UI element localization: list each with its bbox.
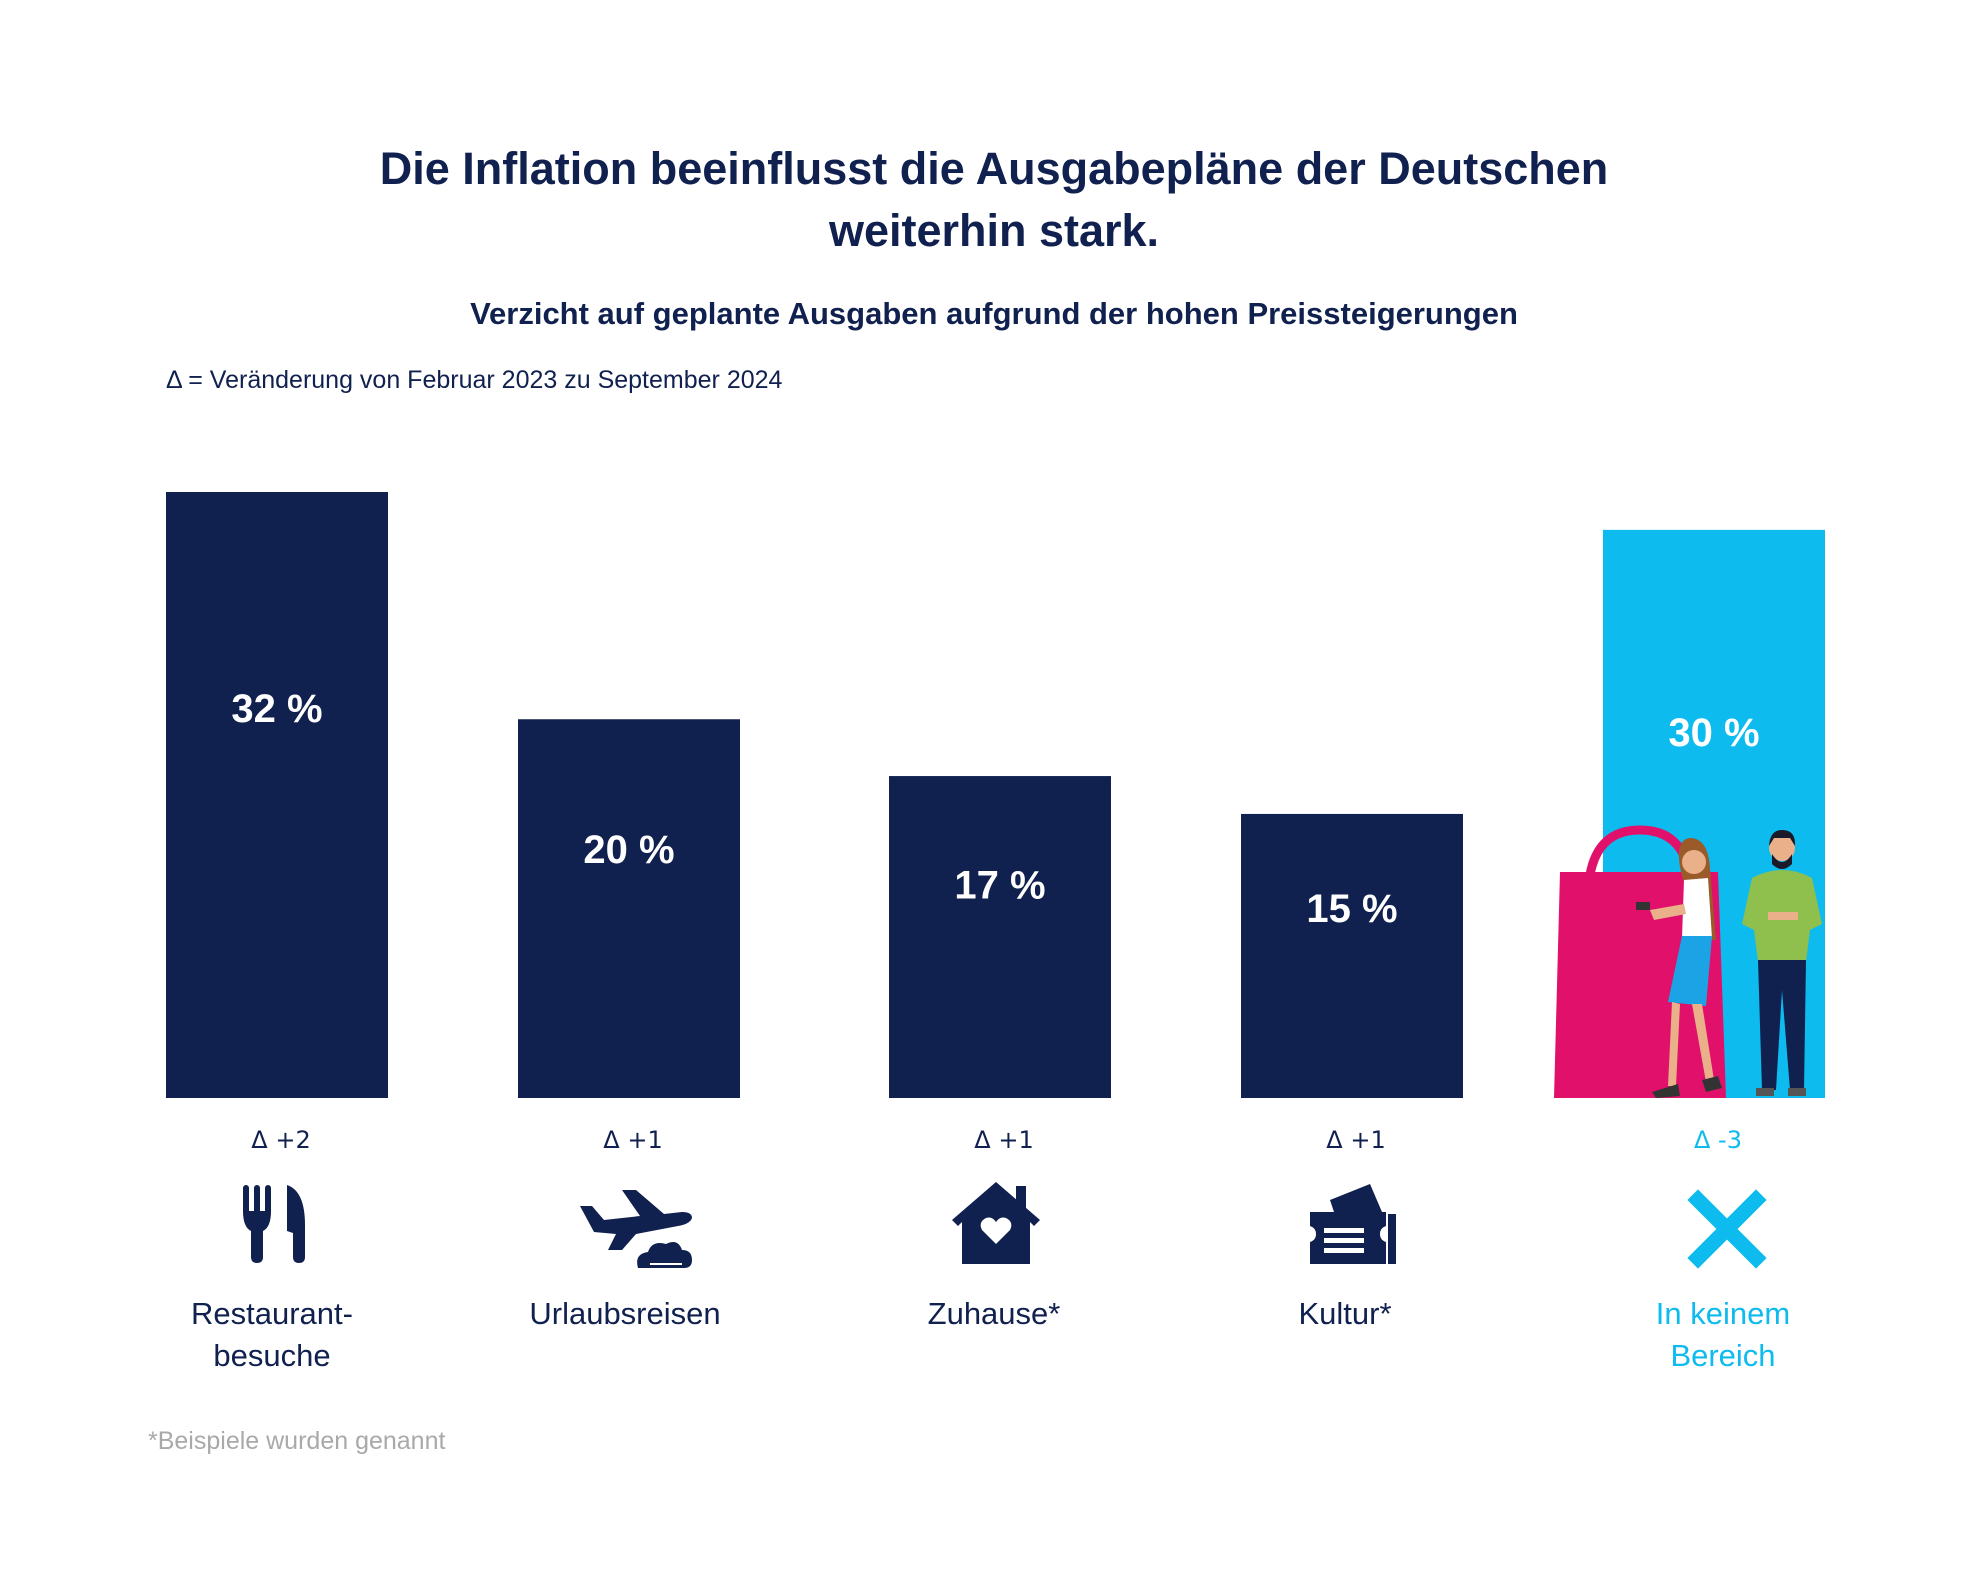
value-label-2: 20 %	[583, 828, 674, 872]
category-label-3: Zuhause*	[844, 1293, 1144, 1335]
footnote: *Beispiele wurden genannt	[148, 1427, 446, 1455]
value-label-4: 15 %	[1306, 887, 1397, 931]
category-label-3-line-1: Zuhause*	[927, 1296, 1061, 1331]
category-label-5: In keinem Bereich	[1573, 1293, 1873, 1377]
delta-label-1: Δ +2	[251, 1126, 310, 1154]
bar-4	[1241, 813, 1463, 1098]
category-label-2: Urlaubsreisen	[475, 1293, 775, 1335]
category-label-1: Restaurant-besuche	[122, 1293, 422, 1377]
shopping-illustration	[1554, 825, 1822, 1098]
value-label-1: 32 %	[231, 687, 322, 731]
chart-title: Die Inflation beeinflusst die Ausgabeplä…	[0, 138, 1988, 262]
category-label-1-line-1: Restaurant-	[191, 1296, 353, 1331]
delta-legend-note: Δ = Veränderung von Februar 2023 zu Sept…	[166, 366, 783, 394]
delta-label-5: Δ -3	[1694, 1126, 1742, 1154]
category-label-4-line-1: Kultur*	[1298, 1296, 1392, 1331]
airplane-icon	[580, 1190, 692, 1268]
cross-icon	[1687, 1189, 1767, 1269]
chart-title-line-1: Die Inflation beeinflusst die Ausgabeplä…	[379, 143, 1609, 194]
delta-label-4: Δ +1	[1326, 1126, 1385, 1154]
bar-3	[889, 776, 1111, 1098]
bar-1	[166, 492, 388, 1098]
category-label-5-line-1: In keinem	[1655, 1296, 1791, 1331]
fork-knife-icon	[243, 1185, 305, 1263]
category-label-2-line-1: Urlaubsreisen	[529, 1296, 721, 1331]
category-label-4: Kultur*	[1195, 1293, 1495, 1335]
value-label-5: 30 %	[1668, 711, 1759, 755]
delta-label-2: Δ +1	[603, 1126, 662, 1154]
value-label-3: 17 %	[954, 863, 1045, 907]
chart-subtitle: Verzicht auf geplante Ausgaben aufgrund …	[470, 296, 1518, 331]
delta-label-3: Δ +1	[974, 1126, 1033, 1154]
category-label-5-line-2: Bereich	[1670, 1338, 1776, 1373]
category-label-1-line-2: besuche	[213, 1338, 331, 1373]
house-heart-icon	[952, 1182, 1040, 1264]
bar-2	[518, 719, 740, 1098]
chart-title-line-2: weiterhin stark.	[828, 205, 1160, 256]
ticket-icon	[1310, 1184, 1396, 1264]
